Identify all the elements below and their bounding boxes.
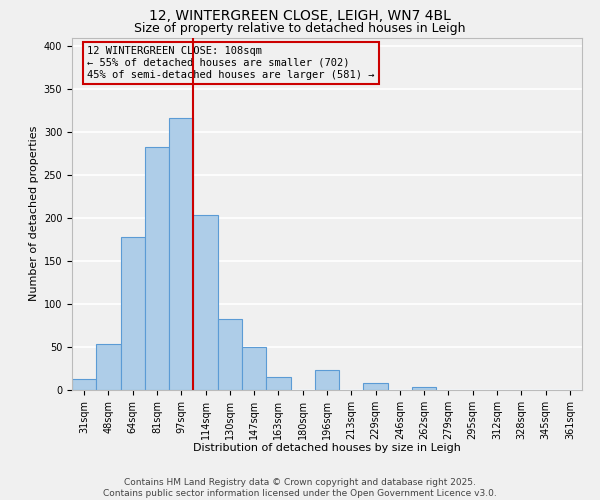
Bar bbox=[72, 379, 96, 390]
Bar bbox=[169, 118, 193, 390]
Text: 12 WINTERGREEN CLOSE: 108sqm
← 55% of detached houses are smaller (702)
45% of s: 12 WINTERGREEN CLOSE: 108sqm ← 55% of de… bbox=[88, 46, 375, 80]
Bar bbox=[193, 216, 218, 390]
Bar bbox=[412, 386, 436, 390]
X-axis label: Distribution of detached houses by size in Leigh: Distribution of detached houses by size … bbox=[193, 444, 461, 454]
Text: Size of property relative to detached houses in Leigh: Size of property relative to detached ho… bbox=[134, 22, 466, 35]
Bar bbox=[145, 146, 169, 390]
Bar bbox=[266, 377, 290, 390]
Text: Contains HM Land Registry data © Crown copyright and database right 2025.
Contai: Contains HM Land Registry data © Crown c… bbox=[103, 478, 497, 498]
Bar bbox=[218, 318, 242, 390]
Bar bbox=[121, 237, 145, 390]
Bar bbox=[96, 344, 121, 390]
Text: 12, WINTERGREEN CLOSE, LEIGH, WN7 4BL: 12, WINTERGREEN CLOSE, LEIGH, WN7 4BL bbox=[149, 9, 451, 23]
Bar bbox=[315, 370, 339, 390]
Y-axis label: Number of detached properties: Number of detached properties bbox=[29, 126, 40, 302]
Bar bbox=[242, 347, 266, 390]
Bar bbox=[364, 383, 388, 390]
